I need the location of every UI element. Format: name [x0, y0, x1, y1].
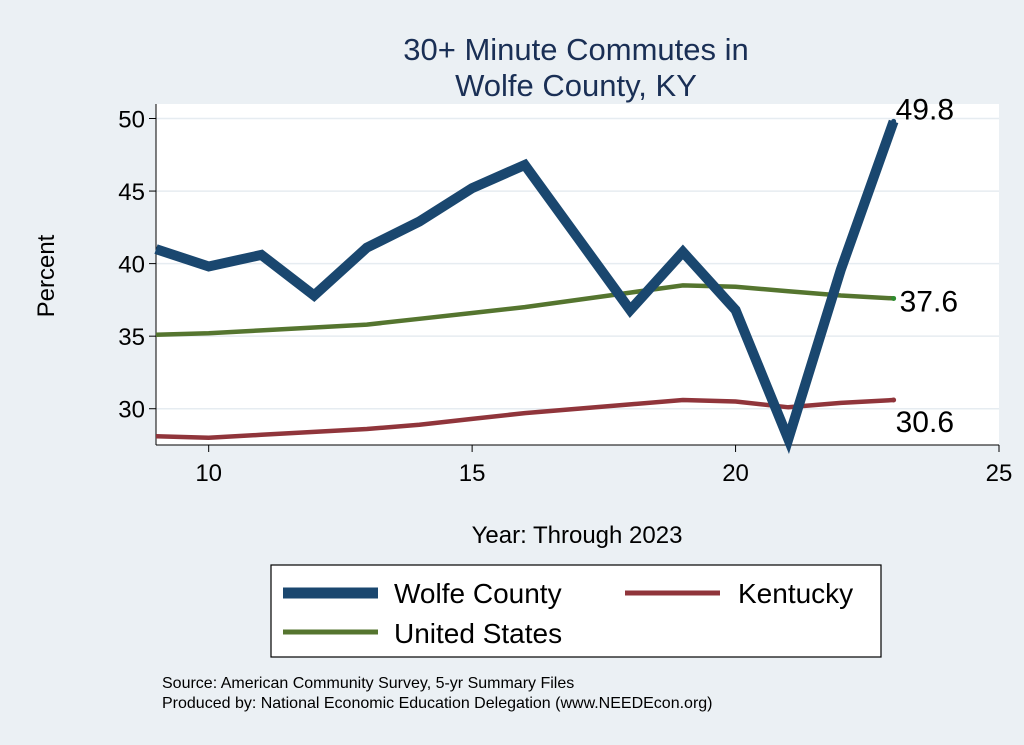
series-end-marker-kentucky [891, 397, 897, 403]
y-tick-label-45: 45 [118, 179, 145, 206]
x-tick-label-15: 15 [459, 460, 486, 487]
series-end-marker-wolfe-county [891, 118, 897, 124]
y-tick-label-30: 30 [118, 397, 145, 424]
plot-area [156, 104, 999, 445]
x-axis-label: Year: Through 2023 [472, 522, 683, 549]
series-line-wolfe-county [154, 119, 899, 455]
end-labels: 49.8 30.6 37.6 [896, 93, 958, 439]
axes: 30 35 40 45 50 10 15 20 25 [118, 104, 1012, 487]
x-tick-label-20: 20 [722, 460, 749, 487]
x-tick-label-25: 25 [986, 460, 1013, 487]
end-label-kentucky: 30.6 [896, 406, 954, 439]
chart-title-line-2: Wolfe County, KY [455, 68, 697, 103]
x-tick-label-10: 10 [195, 460, 222, 487]
series-line-united-states [155, 283, 894, 337]
legend: Wolfe County Kentucky United States [270, 564, 882, 658]
series-end-marker-united-states [891, 295, 897, 301]
y-tick-label-40: 40 [118, 252, 145, 279]
legend-label-wolfe-county: Wolfe County [394, 578, 562, 609]
end-label-wolfe-county: 49.8 [896, 93, 954, 126]
y-tick-label-35: 35 [118, 324, 145, 351]
source-note: Source: American Community Survey, 5-yr … [162, 675, 574, 692]
legend-box [270, 564, 882, 658]
chart-title-line-1: 30+ Minute Commutes in [403, 32, 748, 67]
series-lines [154, 118, 899, 455]
y-axis-label: Percent [33, 234, 60, 317]
producer-note: Produced by: National Economic Education… [162, 695, 713, 712]
legend-label-united-states: United States [394, 618, 562, 649]
legend-label-kentucky: Kentucky [738, 578, 853, 609]
y-tick-label-50: 50 [118, 107, 145, 134]
end-label-united-states: 37.6 [900, 285, 958, 318]
